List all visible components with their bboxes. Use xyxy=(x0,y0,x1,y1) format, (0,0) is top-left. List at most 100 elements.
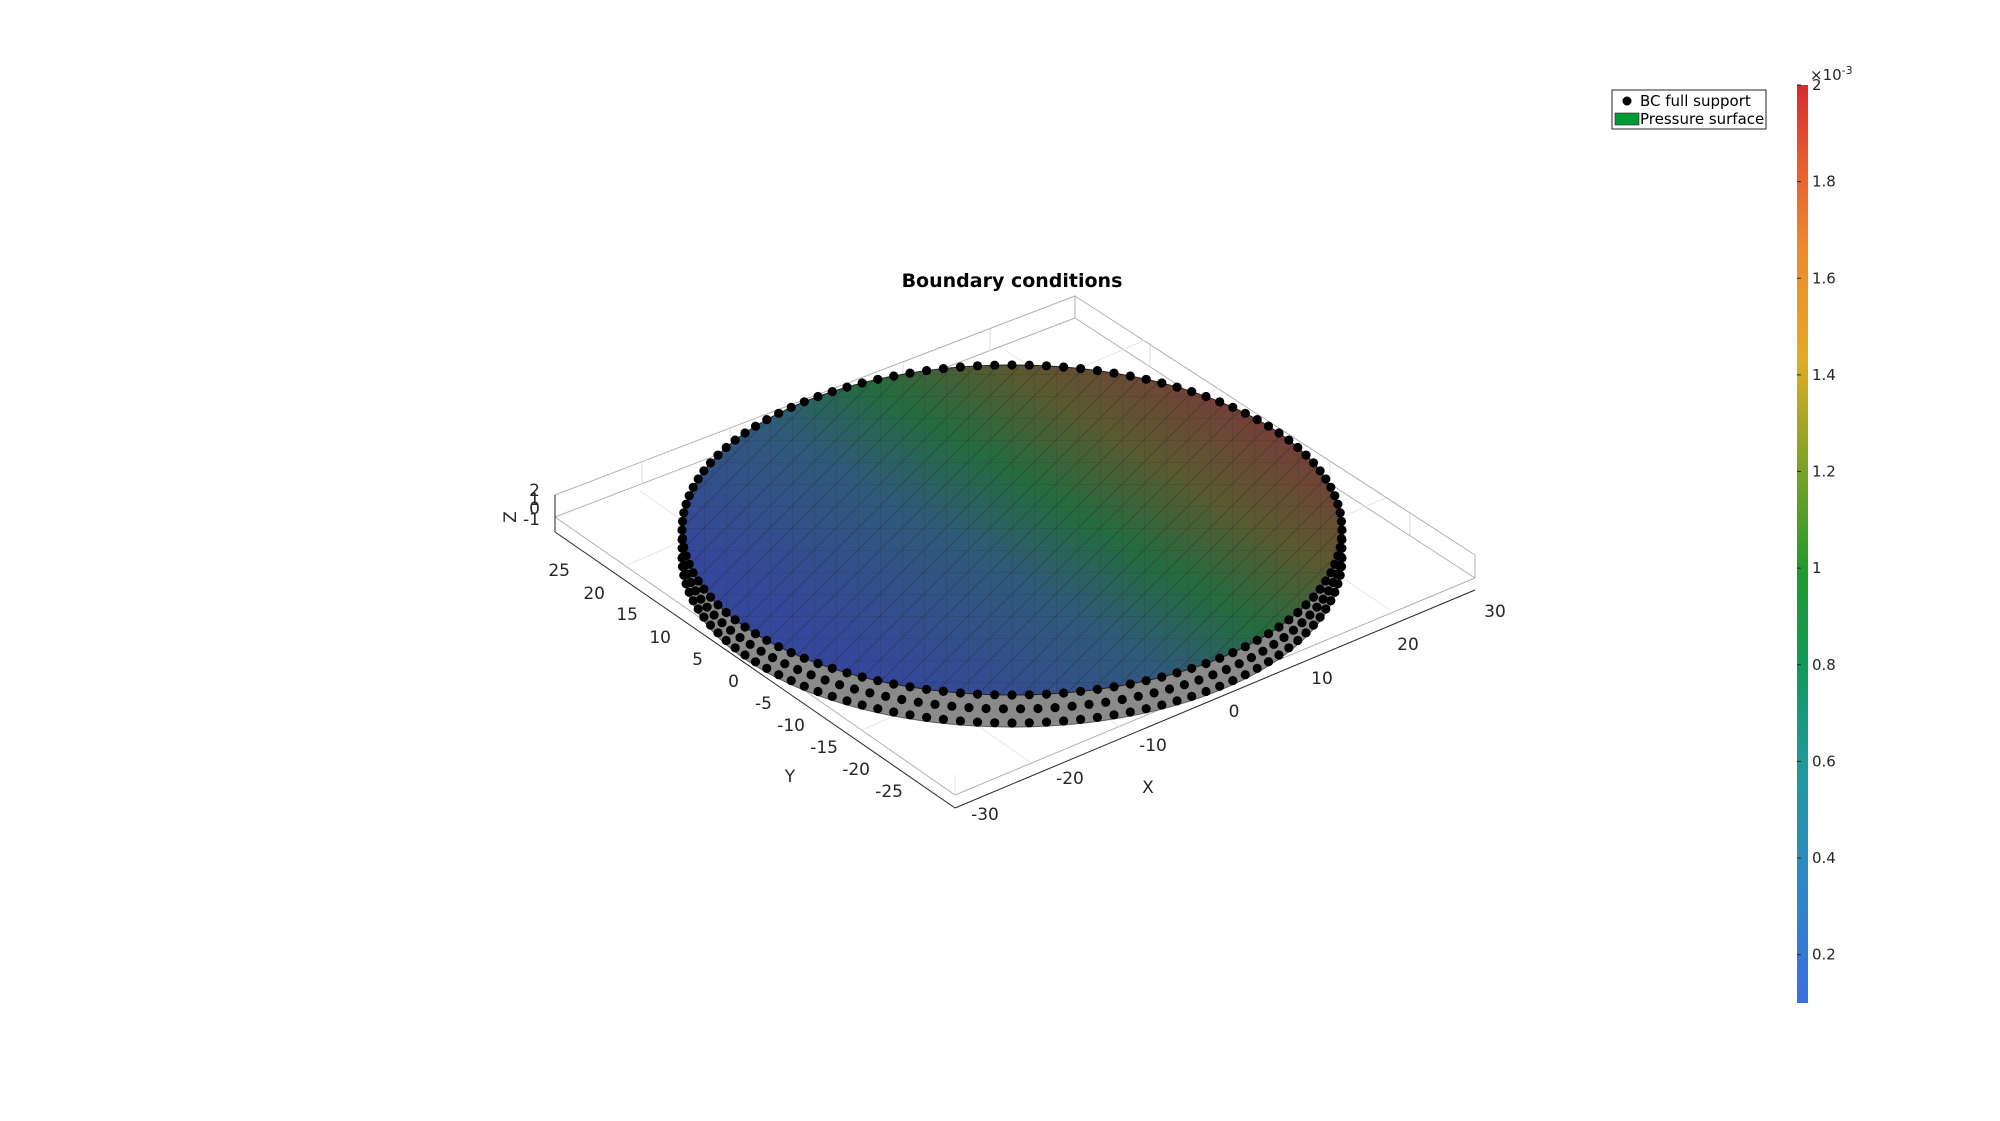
colorbar-tick-label: 0.8 xyxy=(1812,656,1836,674)
bc-node-dot xyxy=(1258,646,1268,656)
bc-node-dot xyxy=(726,625,736,635)
bc-node-dot xyxy=(873,676,883,686)
bc-node-dot xyxy=(1269,639,1279,650)
bc-node-dot xyxy=(780,659,790,669)
surface-mesh xyxy=(682,365,1342,695)
bc-node-dot xyxy=(1187,691,1197,702)
bc-node-dot xyxy=(1321,604,1331,614)
colorbar-tick-label: 0.2 xyxy=(1812,946,1836,964)
bc-node-dot xyxy=(1337,525,1347,535)
colorbar-tick-label: 1.4 xyxy=(1812,366,1836,384)
bc-node-dot xyxy=(1125,371,1135,381)
bc-node-dot xyxy=(786,676,796,686)
bc-node-dot xyxy=(713,600,723,610)
bc-node-dot xyxy=(721,635,731,646)
bc-node-dot xyxy=(1234,659,1244,669)
bc-node-dot xyxy=(955,688,966,698)
bc-node-dot xyxy=(774,670,784,680)
bc-node-dot xyxy=(684,491,694,501)
bc-node-dot xyxy=(1263,657,1274,667)
bc-node-dot xyxy=(693,474,703,484)
bc-node-dot xyxy=(799,653,809,663)
x-tick-label: -10 xyxy=(1139,736,1167,756)
legend: BC full support Pressure surface xyxy=(1611,89,1767,130)
bc-node-dot xyxy=(1335,570,1345,580)
bc-node-dot xyxy=(913,697,923,707)
x-tick-label: 30 xyxy=(1484,602,1506,622)
y-axis: 25 20 15 10 5 0 -5 -10 -15 -20 -25 Y xyxy=(548,531,956,809)
bc-node-dot xyxy=(813,658,823,669)
bc-node-dot xyxy=(813,391,823,402)
z-axis: 2 1 0 -1 Z xyxy=(501,481,556,532)
bc-node-dot xyxy=(1263,421,1274,431)
bc-node-dot xyxy=(1297,618,1307,628)
bc-node-dot xyxy=(1228,676,1238,686)
bc-node-dot xyxy=(1284,615,1294,625)
bc-node-dot xyxy=(1141,676,1151,686)
chart-title: Boundary conditions xyxy=(902,270,1123,292)
bc-node-dot xyxy=(1059,688,1069,698)
bc-node-dot xyxy=(922,366,932,376)
bc-node-dot xyxy=(762,635,772,646)
bc-node-dot xyxy=(842,668,852,678)
bc-node-dot xyxy=(1228,402,1238,412)
bc-node-dot xyxy=(922,712,932,723)
bc-node-dot xyxy=(857,672,867,682)
bc-node-dot xyxy=(1284,643,1294,653)
bc-node-dot xyxy=(972,689,983,699)
z-tick-label: 0 xyxy=(529,499,540,519)
y-tick-label: 15 xyxy=(616,605,638,625)
bc-node-dot xyxy=(1007,690,1017,700)
bc-node-dot xyxy=(750,629,761,639)
bc-node-dot xyxy=(905,710,915,720)
bc-node-dot xyxy=(1279,632,1289,643)
bc-node-dot xyxy=(1007,718,1017,728)
bc-node-dot xyxy=(799,681,809,691)
bc-node-dot xyxy=(793,664,803,675)
bc-node-dot xyxy=(688,596,698,606)
bc-node-dot xyxy=(1059,716,1069,726)
legend-label: BC full support xyxy=(1640,92,1751,110)
bc-node-dot xyxy=(762,415,772,425)
bc-node-dot xyxy=(1308,592,1319,602)
bc-node-dot xyxy=(1157,700,1167,710)
bc-node-dot xyxy=(1326,596,1336,606)
bc-node-dot xyxy=(990,718,1000,728)
bc-node-dot xyxy=(1305,610,1315,620)
bc-node-dot xyxy=(677,562,688,572)
green-patch-icon xyxy=(1614,112,1640,126)
bc-node-dot xyxy=(1076,686,1086,697)
bc-node-dot xyxy=(1149,688,1159,698)
bc-node-dot xyxy=(745,639,755,650)
bc-node-dot xyxy=(740,622,750,632)
colorbar-tick-label: 1.8 xyxy=(1812,173,1836,191)
bc-node-dot xyxy=(1246,653,1256,663)
bc-node-dot xyxy=(1228,648,1238,658)
y-tick-label: 10 xyxy=(649,628,671,648)
y-tick-label: 5 xyxy=(692,650,703,670)
bc-node-dot xyxy=(1133,691,1143,702)
bc-node-dot xyxy=(947,701,957,711)
bc-node-dot xyxy=(693,576,703,586)
bc-node-dot xyxy=(1240,642,1250,652)
bc-node-dot xyxy=(730,615,740,625)
bc-node-dot xyxy=(827,387,837,397)
bc-node-dot xyxy=(756,646,766,656)
black-dot-icon xyxy=(1622,96,1632,106)
bc-node-dot xyxy=(990,690,1000,700)
bc-node-dot xyxy=(1016,704,1026,714)
bc-node-dot xyxy=(1293,442,1303,453)
bc-node-dot xyxy=(786,648,796,658)
bc-node-dot xyxy=(1274,650,1284,660)
bc-node-dot xyxy=(1301,600,1311,610)
bc-node-dot xyxy=(709,610,719,620)
bc-node-dot xyxy=(679,570,689,580)
bc-node-dot xyxy=(1333,579,1343,589)
bc-node-dot xyxy=(827,663,837,674)
bc-node-dot xyxy=(1315,466,1325,476)
bc-support-nodes xyxy=(677,360,1347,728)
bc-node-dot xyxy=(1117,694,1127,705)
bc-node-dot xyxy=(813,686,823,697)
bc-node-dot xyxy=(873,704,883,714)
